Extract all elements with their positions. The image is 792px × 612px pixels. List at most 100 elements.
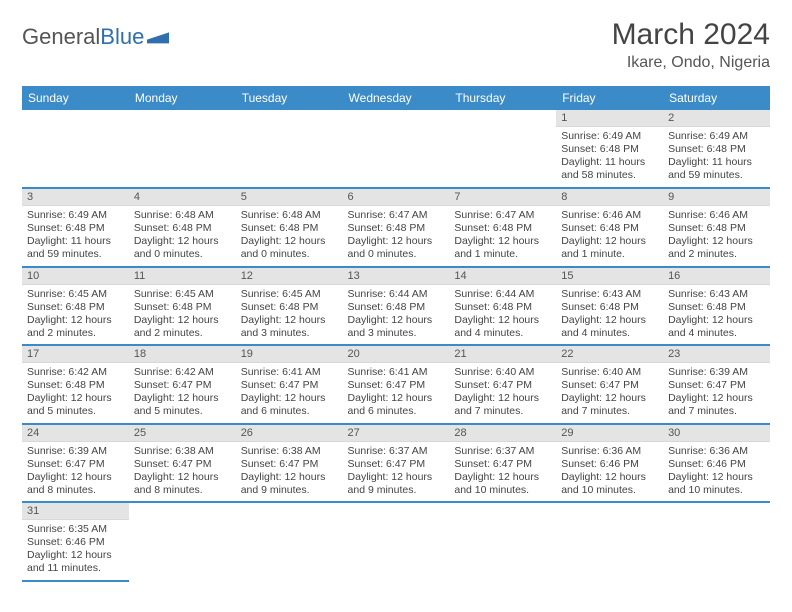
day-number: 28 [449, 425, 556, 442]
day-body: Sunrise: 6:37 AMSunset: 6:47 PMDaylight:… [343, 442, 450, 502]
daylight-line: Daylight: 12 hours and 3 minutes. [348, 314, 445, 340]
calendar-cell: 22Sunrise: 6:40 AMSunset: 6:47 PMDayligh… [556, 345, 663, 424]
day-number: 13 [343, 268, 450, 285]
day-body: Sunrise: 6:47 AMSunset: 6:48 PMDaylight:… [343, 206, 450, 266]
daylight-line: Daylight: 12 hours and 1 minute. [561, 235, 658, 261]
daylight-line: Daylight: 11 hours and 59 minutes. [668, 156, 765, 182]
daylight-line: Daylight: 12 hours and 0 minutes. [134, 235, 231, 261]
sunset-line: Sunset: 6:47 PM [348, 379, 445, 392]
day-body: Sunrise: 6:38 AMSunset: 6:47 PMDaylight:… [236, 442, 343, 502]
day-body: Sunrise: 6:49 AMSunset: 6:48 PMDaylight:… [663, 127, 770, 187]
daylight-line: Daylight: 12 hours and 4 minutes. [668, 314, 765, 340]
calendar-cell: 18Sunrise: 6:42 AMSunset: 6:47 PMDayligh… [129, 345, 236, 424]
daylight-line: Daylight: 11 hours and 58 minutes. [561, 156, 658, 182]
calendar-cell [449, 502, 556, 581]
calendar-cell: 10Sunrise: 6:45 AMSunset: 6:48 PMDayligh… [22, 267, 129, 346]
calendar-cell: 16Sunrise: 6:43 AMSunset: 6:48 PMDayligh… [663, 267, 770, 346]
calendar-cell: 30Sunrise: 6:36 AMSunset: 6:46 PMDayligh… [663, 424, 770, 503]
daylight-line: Daylight: 12 hours and 10 minutes. [561, 471, 658, 497]
sunrise-line: Sunrise: 6:40 AM [561, 366, 658, 379]
sunset-line: Sunset: 6:48 PM [348, 222, 445, 235]
sunset-line: Sunset: 6:48 PM [454, 301, 551, 314]
calendar-cell [663, 502, 770, 581]
sunrise-line: Sunrise: 6:47 AM [348, 209, 445, 222]
sunset-line: Sunset: 6:48 PM [668, 143, 765, 156]
daylight-line: Daylight: 12 hours and 2 minutes. [668, 235, 765, 261]
weekday-header: Sunday [22, 86, 129, 110]
sunset-line: Sunset: 6:47 PM [134, 458, 231, 471]
daylight-line: Daylight: 12 hours and 6 minutes. [348, 392, 445, 418]
calendar-cell: 26Sunrise: 6:38 AMSunset: 6:47 PMDayligh… [236, 424, 343, 503]
sunset-line: Sunset: 6:48 PM [134, 301, 231, 314]
day-body: Sunrise: 6:35 AMSunset: 6:46 PMDaylight:… [22, 520, 129, 580]
day-number: 16 [663, 268, 770, 285]
sunrise-line: Sunrise: 6:40 AM [454, 366, 551, 379]
calendar-cell: 1Sunrise: 6:49 AMSunset: 6:48 PMDaylight… [556, 110, 663, 188]
sunset-line: Sunset: 6:48 PM [561, 143, 658, 156]
sunrise-line: Sunrise: 6:38 AM [134, 445, 231, 458]
day-body: Sunrise: 6:49 AMSunset: 6:48 PMDaylight:… [556, 127, 663, 187]
day-number: 23 [663, 346, 770, 363]
day-number: 3 [22, 189, 129, 206]
sunset-line: Sunset: 6:48 PM [27, 222, 124, 235]
day-number: 10 [22, 268, 129, 285]
calendar-table: Sunday Monday Tuesday Wednesday Thursday… [22, 86, 770, 582]
logo-word2: Blue [100, 24, 144, 50]
day-body: Sunrise: 6:40 AMSunset: 6:47 PMDaylight:… [449, 363, 556, 423]
sunset-line: Sunset: 6:47 PM [668, 379, 765, 392]
day-number: 22 [556, 346, 663, 363]
calendar-row: 1Sunrise: 6:49 AMSunset: 6:48 PMDaylight… [22, 110, 770, 188]
day-body: Sunrise: 6:42 AMSunset: 6:47 PMDaylight:… [129, 363, 236, 423]
calendar-cell: 15Sunrise: 6:43 AMSunset: 6:48 PMDayligh… [556, 267, 663, 346]
daylight-line: Daylight: 12 hours and 7 minutes. [561, 392, 658, 418]
calendar-cell [343, 502, 450, 581]
calendar-cell: 28Sunrise: 6:37 AMSunset: 6:47 PMDayligh… [449, 424, 556, 503]
sunset-line: Sunset: 6:48 PM [668, 301, 765, 314]
day-body: Sunrise: 6:44 AMSunset: 6:48 PMDaylight:… [449, 285, 556, 345]
day-number: 30 [663, 425, 770, 442]
sunset-line: Sunset: 6:47 PM [134, 379, 231, 392]
calendar-cell: 2Sunrise: 6:49 AMSunset: 6:48 PMDaylight… [663, 110, 770, 188]
logo-flag-icon [147, 28, 169, 44]
sunrise-line: Sunrise: 6:41 AM [348, 366, 445, 379]
sunrise-line: Sunrise: 6:44 AM [454, 288, 551, 301]
calendar-cell: 20Sunrise: 6:41 AMSunset: 6:47 PMDayligh… [343, 345, 450, 424]
sunset-line: Sunset: 6:48 PM [134, 222, 231, 235]
day-body: Sunrise: 6:47 AMSunset: 6:48 PMDaylight:… [449, 206, 556, 266]
sunrise-line: Sunrise: 6:35 AM [27, 523, 124, 536]
daylight-line: Daylight: 12 hours and 9 minutes. [348, 471, 445, 497]
sunrise-line: Sunrise: 6:39 AM [27, 445, 124, 458]
sunrise-line: Sunrise: 6:45 AM [27, 288, 124, 301]
sunset-line: Sunset: 6:48 PM [668, 222, 765, 235]
daylight-line: Daylight: 12 hours and 5 minutes. [27, 392, 124, 418]
day-number: 11 [129, 268, 236, 285]
title-block: March 2024 Ikare, Ondo, Nigeria [612, 18, 770, 72]
daylight-line: Daylight: 12 hours and 6 minutes. [241, 392, 338, 418]
day-number: 2 [663, 110, 770, 127]
sunset-line: Sunset: 6:46 PM [561, 458, 658, 471]
day-number: 19 [236, 346, 343, 363]
weekday-header: Tuesday [236, 86, 343, 110]
calendar-row: 31Sunrise: 6:35 AMSunset: 6:46 PMDayligh… [22, 502, 770, 581]
day-number: 27 [343, 425, 450, 442]
daylight-line: Daylight: 12 hours and 3 minutes. [241, 314, 338, 340]
sunrise-line: Sunrise: 6:48 AM [241, 209, 338, 222]
day-number: 4 [129, 189, 236, 206]
day-number: 24 [22, 425, 129, 442]
day-number: 7 [449, 189, 556, 206]
sunset-line: Sunset: 6:47 PM [348, 458, 445, 471]
day-number: 14 [449, 268, 556, 285]
sunrise-line: Sunrise: 6:44 AM [348, 288, 445, 301]
calendar-cell [22, 110, 129, 188]
sunset-line: Sunset: 6:47 PM [561, 379, 658, 392]
calendar-cell [236, 110, 343, 188]
sunrise-line: Sunrise: 6:42 AM [134, 366, 231, 379]
daylight-line: Daylight: 12 hours and 9 minutes. [241, 471, 338, 497]
day-body: Sunrise: 6:36 AMSunset: 6:46 PMDaylight:… [556, 442, 663, 502]
daylight-line: Daylight: 12 hours and 5 minutes. [134, 392, 231, 418]
calendar-row: 3Sunrise: 6:49 AMSunset: 6:48 PMDaylight… [22, 188, 770, 267]
calendar-cell: 13Sunrise: 6:44 AMSunset: 6:48 PMDayligh… [343, 267, 450, 346]
day-body: Sunrise: 6:40 AMSunset: 6:47 PMDaylight:… [556, 363, 663, 423]
sunrise-line: Sunrise: 6:46 AM [668, 209, 765, 222]
sunrise-line: Sunrise: 6:39 AM [668, 366, 765, 379]
